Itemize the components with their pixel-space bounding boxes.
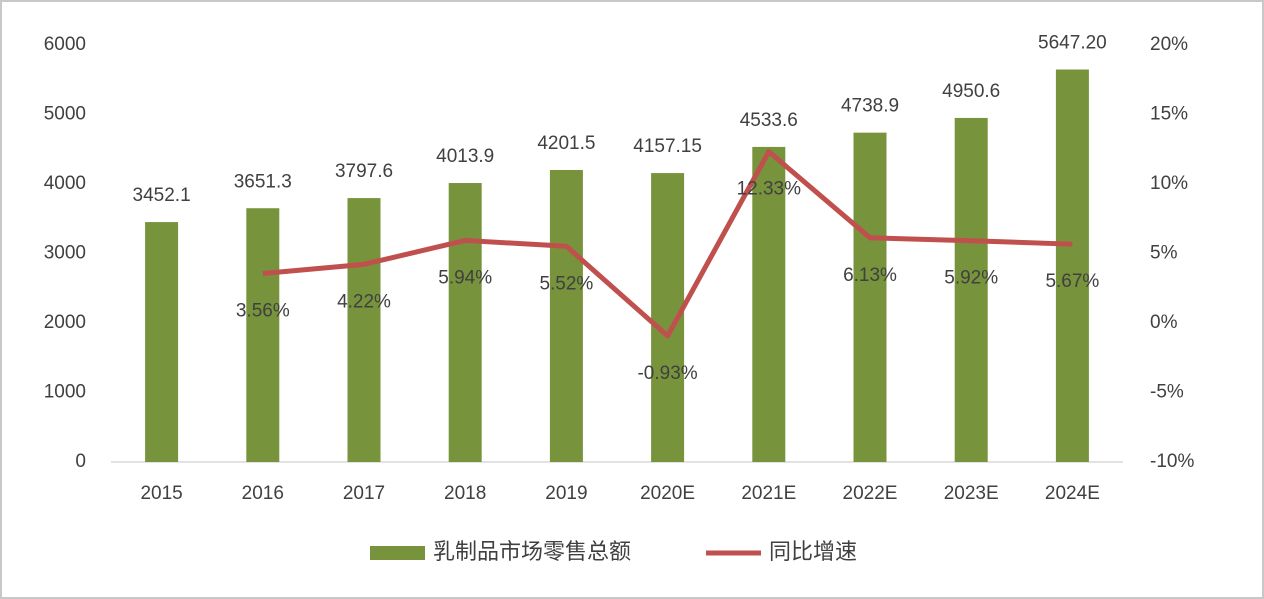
y-tick-label: 0 — [75, 451, 86, 472]
bar-value-label: 4533.6 — [740, 110, 798, 131]
bar — [752, 146, 786, 462]
y2-tick-label: 0% — [1150, 312, 1178, 333]
y-tick-label: 2000 — [44, 312, 86, 333]
bar — [145, 222, 179, 462]
bar-value-label: 3797.6 — [335, 161, 393, 182]
line-value-label: 5.52% — [539, 273, 593, 294]
bar-value-label: 4157.15 — [633, 136, 702, 157]
line-value-label: 6.13% — [843, 265, 897, 286]
x-tick-label: 2018 — [444, 483, 486, 504]
bar-value-label: 5647.20 — [1038, 33, 1107, 54]
y-tick-label: 5000 — [44, 104, 86, 125]
bar — [448, 183, 482, 463]
line-value-label: 5.67% — [1045, 271, 1099, 292]
bar-value-label: 4950.6 — [942, 81, 1000, 102]
legend-label: 同比增速 — [769, 539, 857, 564]
y-tick-label: 3000 — [44, 243, 86, 264]
x-tick-label: 2023E — [944, 483, 999, 504]
y-tick-label: 4000 — [44, 173, 86, 194]
line-value-label: 5.94% — [438, 267, 492, 288]
y2-tick-label: 10% — [1150, 173, 1188, 194]
y2-tick-label: -5% — [1150, 382, 1184, 403]
legend-label: 乳制品市场零售总额 — [433, 539, 631, 564]
bar — [246, 208, 280, 462]
bar-value-label: 4201.5 — [537, 133, 595, 154]
bar-value-label: 4738.9 — [841, 96, 899, 117]
x-tick-label: 2015 — [140, 483, 182, 504]
x-tick-label: 2022E — [843, 483, 898, 504]
y2-tick-label: -10% — [1150, 451, 1194, 472]
x-tick-label: 2021E — [741, 483, 796, 504]
line-value-label: 3.56% — [236, 301, 290, 322]
y2-tick-label: 15% — [1150, 104, 1188, 125]
bar — [347, 198, 381, 462]
y-tick-label: 1000 — [44, 382, 86, 403]
bar — [954, 117, 988, 463]
x-tick-label: 2016 — [242, 483, 284, 504]
line-value-label: -0.93% — [637, 363, 697, 384]
x-tick-label: 2019 — [545, 483, 587, 504]
bar — [1055, 69, 1089, 463]
y2-tick-label: 20% — [1150, 34, 1188, 55]
bar — [853, 132, 887, 462]
legend-swatch — [370, 546, 425, 560]
y-tick-label: 6000 — [44, 34, 86, 55]
bar-value-label: 3452.1 — [133, 185, 191, 206]
line — [262, 149, 1073, 339]
x-tick-label: 2020E — [640, 483, 695, 504]
y2-tick-label: 5% — [1150, 243, 1178, 264]
bar-value-label: 3651.3 — [234, 171, 292, 192]
line-value-label: 5.92% — [944, 268, 998, 289]
bar — [549, 169, 583, 463]
bar-value-label: 4013.9 — [436, 146, 494, 167]
line-value-label: 12.33% — [737, 179, 802, 200]
line-value-label: 4.22% — [337, 291, 391, 312]
x-tick-label: 2017 — [343, 483, 385, 504]
x-tick-label: 2024E — [1045, 483, 1100, 504]
